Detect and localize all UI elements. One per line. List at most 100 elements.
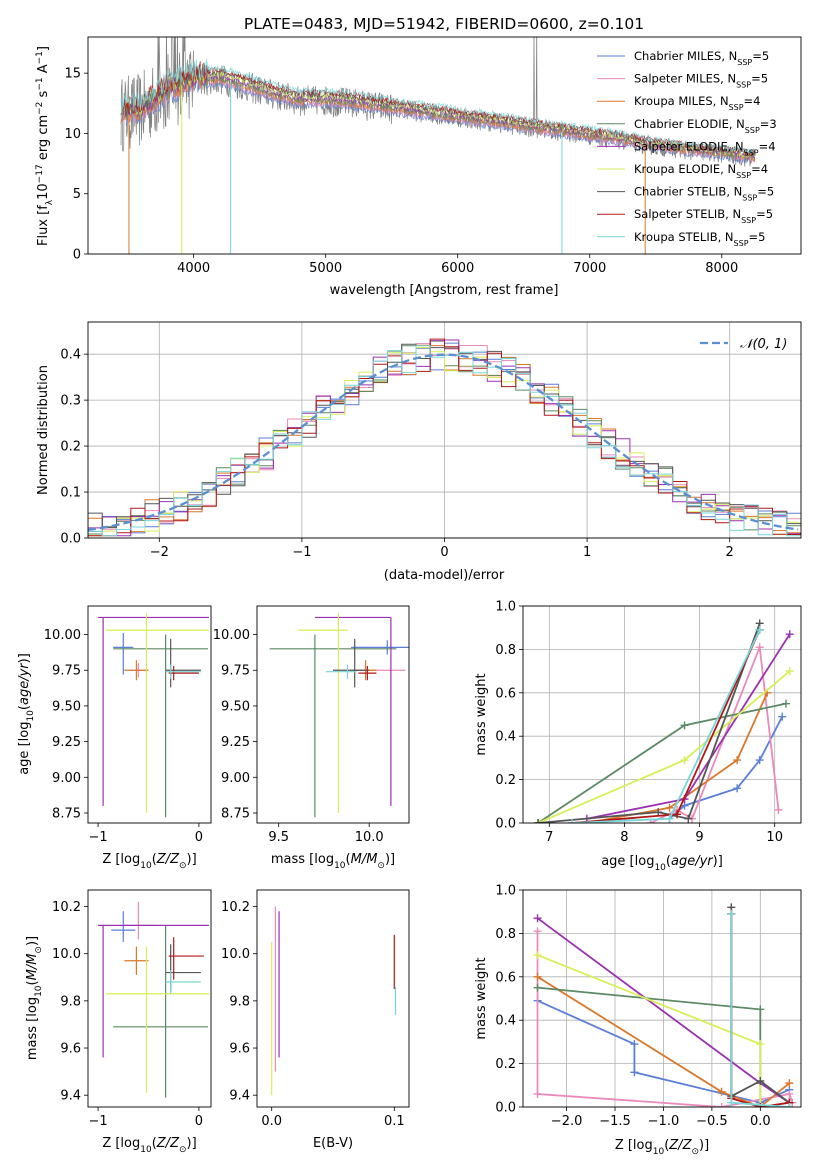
y-tick-label: 0.2 [60,440,81,455]
x-tick-label: −1.5 [599,1114,631,1129]
x-tick-label: 0.0 [750,1114,771,1129]
x-tick-label: 8 [620,830,628,845]
y-tick-label: 9.4 [60,1089,81,1104]
y-tick-label: 0.0 [60,532,81,547]
y-tick-label: 9.25 [221,735,250,750]
y-tick-label: 5 [73,187,81,202]
x-tick-label: 0 [440,545,448,560]
model-spectrum-line [120,69,756,161]
mass-weight-marker [533,983,542,992]
y-tick-label: 1.0 [495,884,516,899]
x-tick-label: 0 [195,830,203,845]
x-axis-label: E(B-V) [313,1136,353,1151]
mass-weight-marker [781,699,790,708]
axes-frame [256,889,410,1108]
y-tick-label: 9.50 [221,699,250,714]
axes-frame [87,605,212,824]
mass-weight-marker [785,1079,794,1088]
mass-weight-marker [533,951,542,960]
mass-weight-line [537,976,790,1107]
x-axis-label: age [log10(age/yr)] [601,854,723,873]
mass-weight-marker [756,1040,765,1049]
mass-weight-marker [778,712,787,721]
mass-weight-marker [630,1040,639,1049]
y-tick-label: 0.8 [495,927,516,942]
y-tick-label: 9.6 [229,1042,250,1057]
y-tick-label: 9.4 [229,1089,250,1104]
axes-frame [87,889,212,1108]
legend-label: Kroupa MILES, NSSP=4 [634,94,760,112]
x-tick-label: −1 [292,545,311,560]
y-tick-label: 9.00 [52,771,81,786]
mass-weight-marker [755,643,764,652]
x-tick-label: 9.5 [268,830,289,845]
y-tick-label: 0.6 [495,686,516,701]
axes-residuals: −2 −1 0 1 2 0.0 0.1 0.2 0.3 0.4 𝒩(0, 1) (data-model… [36,321,802,583]
y-tick-label: 15 [64,67,81,82]
mass-weight-marker [785,1089,794,1098]
residual-histogram-step [88,343,801,529]
plot-area-spectrum [120,37,756,254]
y-tick-label: 9.8 [229,994,250,1009]
plot-area-mass-vs-EBV [271,906,397,1096]
y-tick-label: 10.00 [213,628,250,643]
x-tick-label: 0.1 [384,1114,405,1129]
mass-weight-marker [727,1098,736,1107]
y-axis-label: mass [log10(M/M⊙)] [25,936,44,1060]
x-tick-label: 0.0 [261,1114,282,1129]
mass-weight-marker [755,625,764,634]
x-tick-label: 6000 [441,261,474,276]
y-tick-label: 9.25 [52,735,81,750]
x-axis-label: Z [log10(Z/Z⊙)] [102,852,196,871]
y-tick-label: 9.6 [60,1042,81,1057]
axes-frame [522,889,802,1108]
legend-label: Salpeter ELODIE, NSSP=4 [634,139,776,157]
mass-weight-marker [756,1005,765,1014]
y-tick-label: 0 [73,248,81,263]
x-axis-label: Z [log10(Z/Z⊙)] [615,1138,709,1157]
mass-weight-marker [785,667,794,676]
legend-label: Chabrier STELIB, NSSP=5 [634,185,774,203]
mass-weight-marker [533,927,542,936]
residual-histogram-step [88,338,801,537]
mass-weight-marker [733,756,742,765]
y-axis-label: mass weight [474,673,489,755]
mass-weight-marker [654,808,663,817]
y-tick-label: 0.6 [495,970,516,985]
mass-weight-marker [533,1089,542,1098]
mass-weight-marker [533,972,542,981]
axes-frame [87,321,802,539]
x-tick-label: 0 [195,1114,203,1129]
mass-weight-marker [733,784,742,793]
axes-mass-vs-EBV: 0.0 0.1 9.4 9.6 9.8 10.0 10.2 E(B-V) [221,889,410,1151]
y-tick-label: 9.8 [60,994,81,1009]
x-axis-label: mass [log10(M/M⊙)] [271,852,395,871]
plot-area-weight-vs-Z [533,903,797,1107]
y-tick-label: 0.4 [495,730,516,745]
y-tick-label: 9.50 [52,699,81,714]
y-tick-label: 8.75 [221,807,250,822]
mass-weight-marker [533,914,542,923]
y-tick-label: 10.00 [44,628,81,643]
mass-weight-marker [665,814,674,823]
x-tick-label: −2.0 [551,1114,583,1129]
x-axis-label: (data-model)/error [384,568,505,583]
axes-age-vs-mass: 9.5 10.0 8.75 9.00 9.25 9.50 9.75 10.00 mass [lo… [213,605,410,871]
y-tick-label: 0.4 [495,1014,516,1029]
mass-weight-marker [717,1087,726,1096]
mass-weight-marker [680,721,689,730]
mass-weight-marker [630,1068,639,1077]
plot-area-residuals [88,338,801,537]
x-tick-label: −1 [88,830,107,845]
mass-weight-marker [717,1103,726,1107]
legend-label: Salpeter MILES, NSSP=5 [634,72,768,90]
mass-weight-marker [785,1103,794,1107]
x-axis-label: Z [log10(Z/Z⊙)] [102,1136,196,1155]
y-tick-label: 0.3 [60,394,81,409]
axes-mass-vs-Z: −1 0 9.4 9.6 9.8 10.0 10.2 Z [log10(Z/Z⊙)] mass … [25,889,212,1155]
mass-weight-marker [756,1076,765,1085]
axes-frame [87,36,802,255]
mass-weight-marker [534,819,543,823]
y-tick-label: 10.2 [52,900,81,915]
y-tick-label: 10.0 [221,947,250,962]
